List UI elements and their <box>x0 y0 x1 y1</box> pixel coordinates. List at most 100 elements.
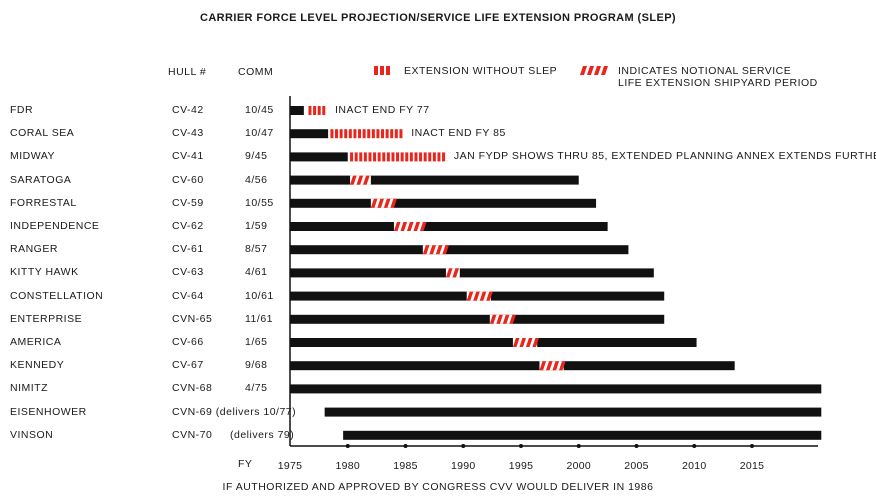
carrier-name: EISENHOWER <box>10 405 87 418</box>
extension-segment <box>373 152 377 162</box>
slep-stripe <box>532 338 540 347</box>
slep-stripe <box>383 198 391 208</box>
slep-stripe <box>377 198 384 208</box>
x-tick-label: 2005 <box>624 460 649 472</box>
extension-segment <box>353 129 357 139</box>
slep-stripe <box>390 198 397 208</box>
slep-period-background <box>466 291 491 301</box>
extension-segment <box>409 152 413 162</box>
extension-segment <box>359 152 363 162</box>
extension-segment <box>428 152 432 162</box>
x-tick-label: 1980 <box>335 460 361 472</box>
chart-title: CARRIER FORCE LEVEL PROJECTION/SERVICE L… <box>199 12 676 24</box>
extension-segment <box>400 152 404 162</box>
x-tick-label: 2015 <box>739 460 765 472</box>
commission-date: 10/47 <box>245 127 274 140</box>
carrier-name: CORAL SEA <box>10 127 75 140</box>
carrier-name: ENTERPRISE <box>10 312 83 325</box>
service-life-bar <box>290 268 654 278</box>
commission-date: 4/75 <box>245 382 268 395</box>
slep-period-background <box>512 338 538 347</box>
slep-stripe <box>545 361 553 371</box>
extension-segment <box>362 129 366 139</box>
slep-stripe <box>350 175 357 185</box>
slep-period-background <box>445 268 460 278</box>
extension-segment <box>367 129 371 139</box>
service-life-bar <box>324 407 822 417</box>
carrier-name: INDEPENDENCE <box>10 220 100 232</box>
extension-segment <box>348 129 352 139</box>
slep-stripe <box>466 291 474 301</box>
slep-stripe <box>429 245 436 255</box>
carrier-name: FDR <box>10 104 34 116</box>
slep-stripe <box>479 291 487 301</box>
hull-number: CV-60 <box>172 173 204 186</box>
slep-stripe <box>406 222 414 231</box>
hull-number: CVN-70 <box>172 428 213 441</box>
extension-segment <box>394 129 398 139</box>
legend-extension-label: EXTENSION WITHOUT SLEP <box>404 65 558 77</box>
carrier-name: FORRESTAL <box>10 196 77 209</box>
commission-date: 4/61 <box>245 266 268 279</box>
slep-stripe <box>400 222 408 231</box>
hull-number: CV-66 <box>172 336 204 348</box>
extension-segment <box>405 152 409 162</box>
x-tick-mark <box>576 444 581 448</box>
slep-stripe <box>445 268 453 278</box>
extension-segment <box>322 106 326 115</box>
slep-stripe <box>370 198 378 208</box>
x-tick-mark <box>461 444 466 448</box>
hull-number: CV-43 <box>172 127 204 140</box>
commission-date: 10/55 <box>245 196 274 209</box>
service-life-bar <box>343 430 822 440</box>
extension-segment <box>339 129 343 139</box>
commission-date: 1/65 <box>245 336 268 348</box>
carrier-annotation: INACT END FY 77 <box>334 104 430 116</box>
x-tick-mark <box>634 444 639 448</box>
slep-stripe <box>413 222 421 231</box>
service-life-bar <box>290 129 329 139</box>
x-tick-mark <box>403 444 408 448</box>
commission-date: 10/61 <box>245 289 274 302</box>
hull-number: CVN-65 <box>172 312 213 325</box>
legend-slep-label-line1: INDICATES NOTIONAL SERVICE <box>618 65 792 77</box>
x-tick-label: 1985 <box>393 460 418 472</box>
commission-date: 10/45 <box>245 104 274 116</box>
legend-slep-swatch <box>580 66 608 75</box>
extension-segment <box>396 152 400 162</box>
x-tick-mark <box>345 444 350 448</box>
slep-stripe <box>442 245 449 255</box>
x-tick-mark <box>519 444 523 448</box>
slep-stripe <box>502 314 510 324</box>
slep-stripe <box>452 268 460 278</box>
slep-stripe <box>509 314 516 324</box>
service-life-bar <box>290 384 822 394</box>
extension-segment <box>376 129 380 139</box>
extension-segment <box>381 129 385 139</box>
extension-segment <box>344 129 348 139</box>
hull-number: CV-61 <box>172 243 204 256</box>
service-life-bar <box>290 245 629 255</box>
extension-segment <box>350 152 354 162</box>
extension-segment <box>391 152 395 162</box>
extension-segment <box>308 106 312 115</box>
extension-segment <box>390 129 394 139</box>
extension-segment <box>335 129 339 139</box>
hull-number: CV-62 <box>172 220 204 232</box>
service-life-bar <box>290 152 348 162</box>
slep-stripe <box>558 361 566 371</box>
carrier-name: NIMITZ <box>10 382 48 395</box>
slep-period-background <box>393 222 423 231</box>
service-life-bar <box>290 175 579 185</box>
x-tick-label: 2000 <box>566 460 592 472</box>
commission-date: 1/59 <box>245 220 268 232</box>
x-axis-label: FY <box>238 458 253 470</box>
slep-stripe <box>525 338 533 347</box>
slep-stripe <box>512 338 520 347</box>
hull-number: CV-59 <box>172 196 204 209</box>
carrier-name: KITTY HAWK <box>10 266 79 279</box>
carrier-name: KENNEDY <box>10 359 65 372</box>
commission-date: 9/45 <box>245 150 268 163</box>
slep-stripe <box>552 361 560 371</box>
hull-number: CV-64 <box>172 289 204 302</box>
